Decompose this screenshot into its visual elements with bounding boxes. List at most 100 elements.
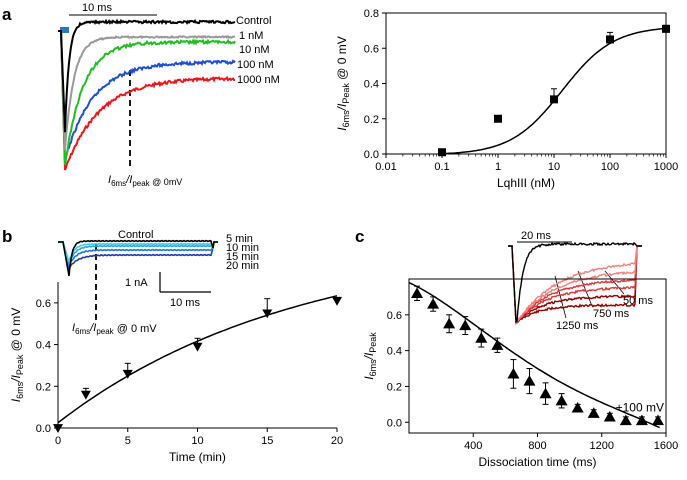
inset-c-scale-label: 20 ms [521, 230, 551, 242]
data-point [438, 148, 446, 157]
data-point [539, 387, 552, 399]
y-tick-label: 0.4 [387, 346, 402, 358]
legend-10min: 10 min [226, 242, 259, 254]
data-point [494, 114, 502, 123]
chart-annotation: +100 mV [616, 401, 664, 415]
y-axis-label-part: Peak [368, 332, 378, 353]
panel-a-letter: a [2, 5, 12, 24]
y-axis-label-part: @ 0 mV [9, 308, 23, 355]
data-point [550, 95, 558, 104]
data-point [606, 35, 614, 44]
x-tick-label: 10 [548, 161, 560, 173]
chart-a-dose-response: 0.01 0.1 1 10 100 1000 0.0 0.2 0.4 0.6 0.8 LqhIII (… [335, 8, 678, 190]
trace-b15min [58, 241, 218, 267]
data-point [507, 367, 520, 379]
inset-b-traces: Control 5 min 10 min 15 min 20 min 1 nA … [58, 229, 259, 336]
trace-c1nM [58, 30, 236, 151]
inset-b-annotation: I6ms/Ipeak @ 0 mV [72, 322, 157, 336]
y-axis-label-part: /I [9, 375, 23, 383]
legend-5min: 5 min [226, 233, 253, 245]
panel-c-letter: c [355, 227, 364, 246]
trace-c-0 [508, 245, 642, 324]
data-point [651, 414, 664, 426]
data-point [262, 309, 273, 319]
x-tick-label: 10 [191, 435, 203, 447]
trace-c100nM [58, 30, 236, 161]
data-point [80, 390, 91, 400]
y-tick-label: 0.2 [36, 381, 51, 393]
y-tick-label: 0.6 [36, 298, 51, 310]
legend-control: Control [236, 15, 271, 27]
y-axis-label-part: I [9, 398, 23, 402]
x-tick-label: 100 [601, 161, 619, 173]
trace-c10nM [58, 30, 236, 166]
chart-b-time-course: 0 5 10 15 20 0.0 0.2 0.4 0.6 Time (min) I6ms/IPeak… [9, 282, 343, 464]
x-tick-label: 0.01 [375, 161, 396, 173]
data-point [523, 375, 536, 386]
inset-c-label-1250ms: 1250 ms [556, 320, 599, 332]
y-axis-label-part: /I [362, 352, 376, 360]
x-tick-label: 1000 [654, 161, 678, 173]
chart-c-dissociation: 400 800 1200 1600 0.0 0.2 0.4 0.6 Dissociation t… [362, 278, 678, 469]
x-tick-label: 800 [528, 440, 546, 452]
y-axis-label-part: @ 0 mV [335, 36, 349, 83]
data-point [192, 342, 203, 352]
legend-10nm: 10 nM [239, 44, 270, 56]
legend-1nm: 1 nM [239, 30, 263, 42]
y-tick-label: 0.0 [387, 417, 402, 429]
y-tick-label: 0.6 [387, 310, 402, 322]
y-axis-label-part: Peak [341, 83, 351, 104]
x-axis-label: Time (min) [169, 450, 226, 464]
inset-c-label-750ms: 750 ms [593, 308, 630, 320]
x-tick-label: 1600 [654, 440, 678, 452]
y-tick-label: 0.4 [364, 79, 379, 91]
x-tick-label: 20 [331, 435, 343, 447]
y-axis-label: I6ms/IPeak [362, 332, 378, 380]
x-tick-label: 5 [125, 435, 131, 447]
y-axis-label-part: 6ms [341, 110, 351, 128]
data-point [571, 401, 584, 413]
inset-c-label-50ms: 50 ms [623, 295, 653, 307]
y-axis-label-part: I [362, 376, 376, 380]
inset-a-baseline-marker [60, 27, 69, 33]
data-point [603, 410, 616, 422]
data-point [662, 24, 670, 33]
trace-b10min [58, 241, 218, 265]
trace-control [58, 239, 218, 277]
y-tick-label: 0.4 [36, 340, 51, 352]
inset-b-scale-y-label: 1 nA [125, 277, 148, 289]
plot-frame [385, 12, 667, 155]
legend-1000nm: 1000 nM [237, 74, 280, 86]
data-point [411, 287, 424, 298]
y-axis-label-part: 6ms [368, 359, 378, 377]
legend-20min: 20 min [226, 260, 259, 272]
fit-curve [57, 295, 338, 424]
data-point [635, 414, 648, 426]
legend-100nm: 100 nM [237, 59, 274, 71]
trace-b20min [58, 241, 218, 270]
inset-c-pointer-1250 [554, 275, 567, 319]
trace-c-3 [508, 245, 642, 325]
trace-c-5 [508, 245, 642, 326]
x-tick-label: 400 [464, 440, 482, 452]
inset-a-scale-label: 10 ms [82, 2, 112, 14]
y-axis-label-part: 6ms [15, 381, 25, 399]
y-tick-label: 0.0 [36, 423, 51, 435]
data-point [122, 369, 133, 379]
y-tick-label: 0.0 [364, 149, 379, 161]
inset-c-pointer-750 [577, 270, 593, 307]
inset-a-annotation: I6ms/Ipeak @ 0mV [108, 174, 182, 188]
data-point [587, 407, 600, 418]
data-point [491, 339, 504, 350]
trace-c-1 [508, 245, 642, 324]
trace-control [58, 18, 236, 133]
data-point [459, 319, 472, 331]
inset-b-scale-x-label: 10 ms [170, 297, 200, 309]
y-axis-label-part: I [335, 127, 349, 131]
x-tick-label: 15 [261, 435, 273, 447]
inset-a-traces: 10 ms Control 1 nM 10 nM 100 nM 1000 nM … [58, 2, 280, 188]
data-point [443, 317, 456, 329]
data-point [427, 298, 440, 309]
fit-curve [408, 281, 660, 429]
